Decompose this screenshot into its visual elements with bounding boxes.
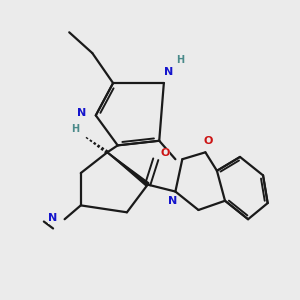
Text: N: N	[169, 196, 178, 206]
Text: H: H	[71, 124, 79, 134]
Text: N: N	[164, 67, 173, 76]
Text: H: H	[176, 55, 184, 65]
Text: N: N	[77, 108, 86, 118]
Text: O: O	[203, 136, 212, 146]
Polygon shape	[107, 152, 149, 186]
Text: O: O	[160, 148, 170, 158]
Text: N: N	[49, 213, 58, 223]
